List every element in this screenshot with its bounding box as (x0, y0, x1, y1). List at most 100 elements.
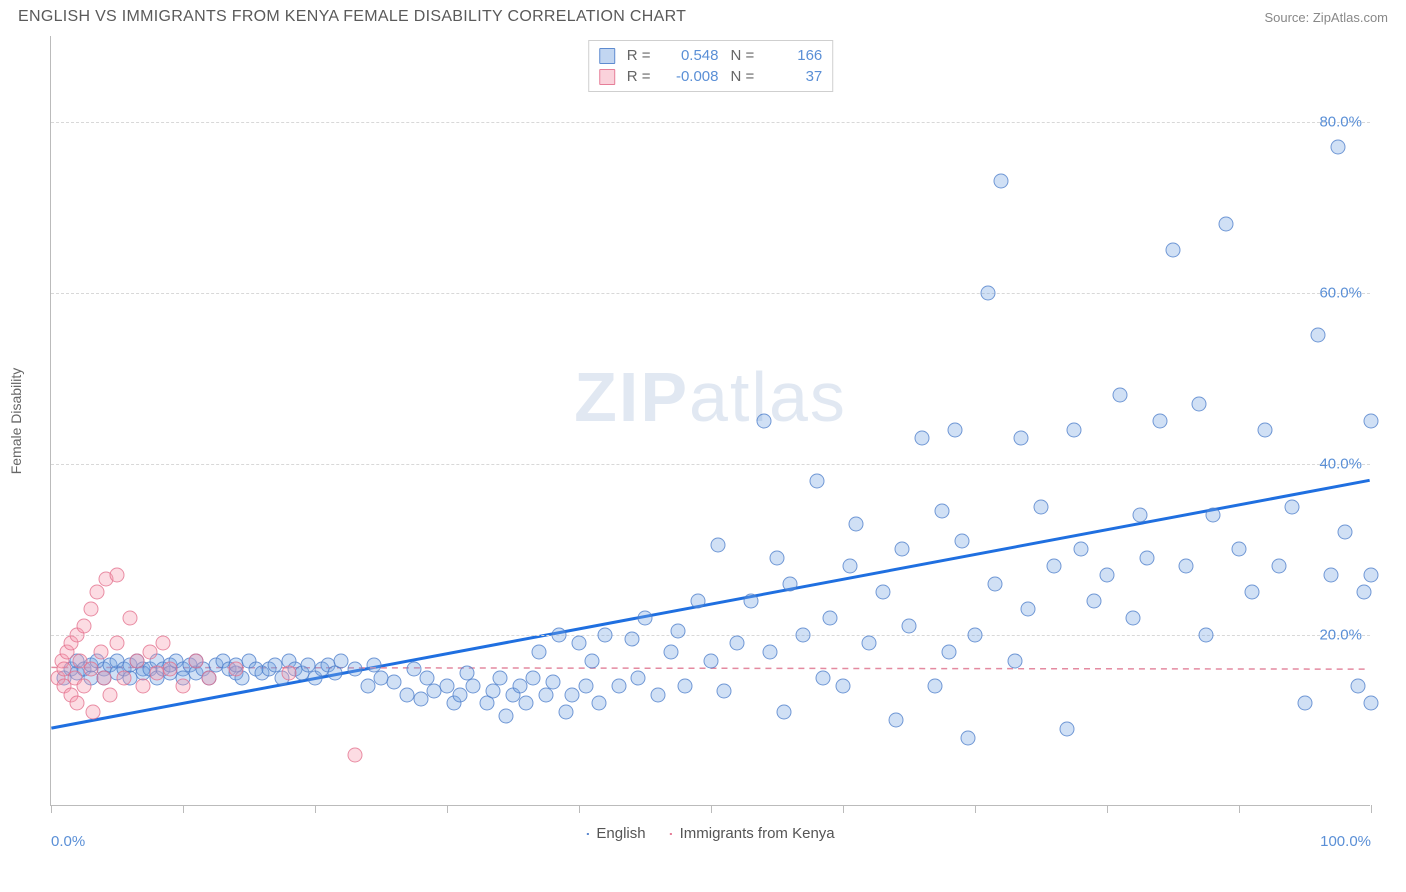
data-point (86, 704, 101, 719)
y-axis-label: Female Disability (8, 368, 24, 475)
data-point (809, 473, 824, 488)
stats-n-english: 166 (766, 47, 822, 64)
data-point (1152, 414, 1167, 429)
data-point (162, 662, 177, 677)
data-point (704, 653, 719, 668)
data-point (1357, 585, 1372, 600)
data-point (327, 666, 342, 681)
data-point (466, 679, 481, 694)
legend-item-kenya: Immigrants from Kenya (670, 825, 835, 842)
data-point (156, 636, 171, 651)
data-point (512, 679, 527, 694)
data-point (1337, 525, 1352, 540)
data-point (1014, 431, 1029, 446)
data-point (1192, 396, 1207, 411)
stats-r-kenya: -0.008 (663, 68, 719, 85)
y-tick-label: 80.0% (1319, 113, 1362, 130)
data-point (822, 610, 837, 625)
data-point (176, 679, 191, 694)
data-point (1126, 610, 1141, 625)
data-point (519, 696, 534, 711)
data-point (1086, 593, 1101, 608)
data-point (492, 670, 507, 685)
legend-label-kenya: Immigrants from Kenya (680, 825, 835, 842)
data-point (1113, 388, 1128, 403)
data-point (228, 662, 243, 677)
data-point (631, 670, 646, 685)
data-point (453, 687, 468, 702)
data-point (954, 533, 969, 548)
data-point (743, 593, 758, 608)
data-point (1232, 542, 1247, 557)
data-point (1007, 653, 1022, 668)
data-point (677, 679, 692, 694)
source-attribution: Source: ZipAtlas.com (1264, 10, 1388, 25)
data-point (981, 285, 996, 300)
x-tick-mark (1107, 805, 1108, 813)
trend-line (51, 480, 1369, 728)
data-point (1199, 627, 1214, 642)
data-point (129, 653, 144, 668)
data-point (558, 704, 573, 719)
data-point (347, 747, 362, 762)
stats-row-kenya: R = -0.008 N = 37 (599, 66, 823, 87)
data-point (143, 645, 158, 660)
data-point (1067, 422, 1082, 437)
watermark: ZIPatlas (574, 357, 847, 437)
data-point (935, 503, 950, 518)
data-point (1047, 559, 1062, 574)
data-point (360, 679, 375, 694)
x-tick-mark (711, 805, 712, 813)
legend-swatch-kenya (599, 69, 615, 85)
data-point (1271, 559, 1286, 574)
data-point (1166, 242, 1181, 257)
y-tick-label: 40.0% (1319, 455, 1362, 472)
data-point (611, 679, 626, 694)
data-point (836, 679, 851, 694)
data-point (1364, 414, 1379, 429)
data-point (1218, 217, 1233, 232)
data-point (598, 627, 613, 642)
x-tick-mark (183, 805, 184, 813)
data-point (479, 696, 494, 711)
data-point (110, 636, 125, 651)
correlation-stats-box: R = 0.548 N = 166 R = -0.008 N = 37 (588, 40, 834, 92)
data-point (968, 627, 983, 642)
x-tick-mark (51, 805, 52, 813)
stats-label-n: N = (731, 47, 755, 64)
data-point (1073, 542, 1088, 557)
data-point (1020, 602, 1035, 617)
chart-container: Female Disability ZIPatlas R = 0.548 N =… (50, 36, 1388, 806)
data-point (796, 627, 811, 642)
data-point (1324, 568, 1339, 583)
stats-label-n: N = (731, 68, 755, 85)
data-point (710, 538, 725, 553)
data-point (1311, 328, 1326, 343)
gridline-h (51, 122, 1370, 123)
data-point (1179, 559, 1194, 574)
x-tick-mark (447, 805, 448, 813)
data-point (1245, 585, 1260, 600)
chart-title: ENGLISH VS IMMIGRANTS FROM KENYA FEMALE … (18, 8, 686, 26)
data-point (638, 610, 653, 625)
data-point (1298, 696, 1313, 711)
data-point (387, 674, 402, 689)
data-point (1284, 499, 1299, 514)
stats-label-r: R = (627, 47, 651, 64)
data-point (591, 696, 606, 711)
data-point (96, 670, 111, 685)
data-point (347, 662, 362, 677)
x-tick-label: 100.0% (1320, 833, 1371, 850)
x-tick-mark (975, 805, 976, 813)
data-point (770, 550, 785, 565)
data-point (651, 687, 666, 702)
data-point (902, 619, 917, 634)
data-point (888, 713, 903, 728)
data-point (486, 683, 501, 698)
data-point (565, 687, 580, 702)
gridline-h (51, 635, 1370, 636)
data-point (539, 687, 554, 702)
data-point (103, 687, 118, 702)
data-point (875, 585, 890, 600)
x-tick-label: 0.0% (51, 833, 85, 850)
